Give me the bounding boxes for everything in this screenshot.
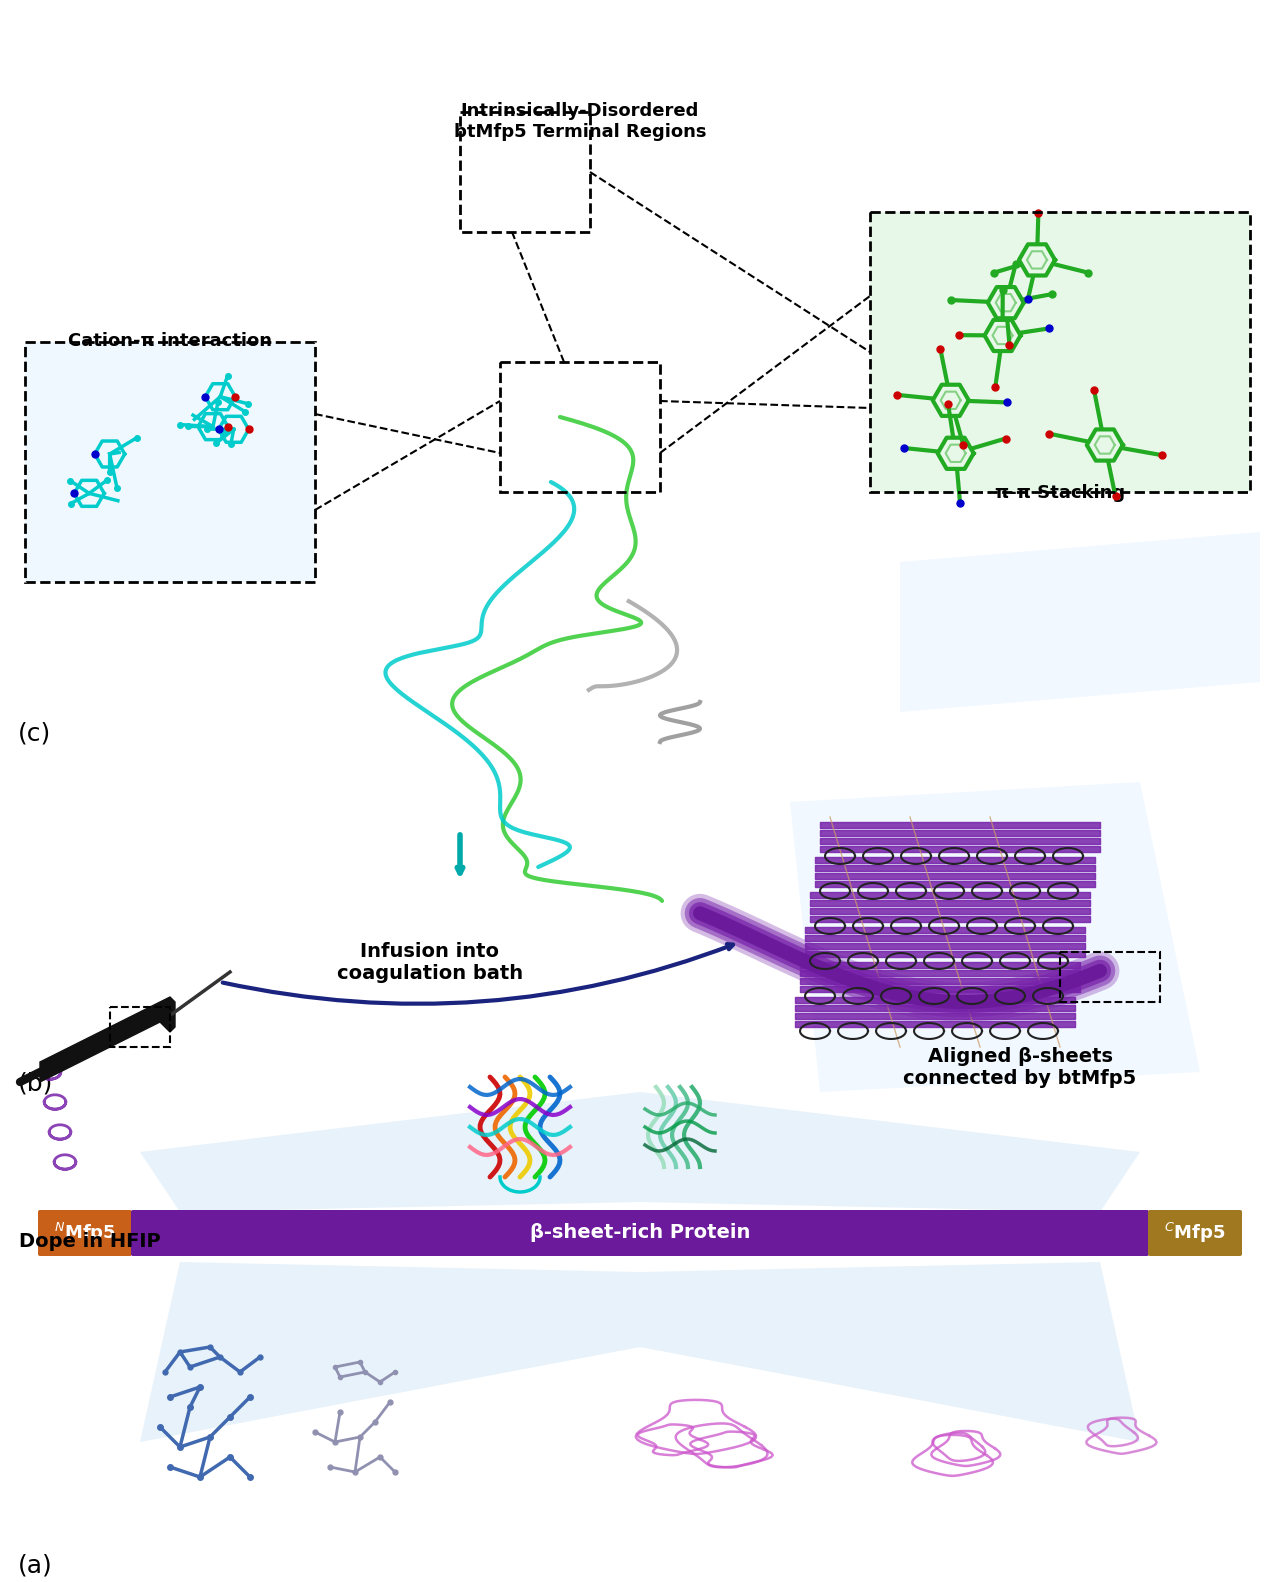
Polygon shape bbox=[900, 532, 1260, 712]
Bar bbox=[500, 362, 660, 492]
Polygon shape bbox=[140, 1092, 1140, 1212]
Polygon shape bbox=[790, 782, 1201, 1092]
Bar bbox=[110, 1008, 170, 1047]
Polygon shape bbox=[140, 1262, 1140, 1443]
Text: $^C$Mfp5: $^C$Mfp5 bbox=[1165, 1221, 1226, 1245]
Text: β-sheet-rich Protein: β-sheet-rich Protein bbox=[530, 1223, 750, 1242]
Text: (b): (b) bbox=[18, 1073, 54, 1096]
Text: (c): (c) bbox=[18, 721, 51, 747]
Bar bbox=[26, 342, 315, 582]
Bar bbox=[460, 112, 590, 233]
FancyBboxPatch shape bbox=[1148, 1210, 1242, 1256]
Text: Intrinsically-Disordered
btMfp5 Terminal Regions: Intrinsically-Disordered btMfp5 Terminal… bbox=[453, 101, 707, 141]
Text: Infusion into
coagulation bath: Infusion into coagulation bath bbox=[337, 941, 524, 982]
Polygon shape bbox=[40, 997, 175, 1082]
Text: Aligned β-sheets
connected by btMfp5: Aligned β-sheets connected by btMfp5 bbox=[904, 1047, 1137, 1088]
FancyBboxPatch shape bbox=[131, 1210, 1149, 1256]
Text: $^N$Mfp5: $^N$Mfp5 bbox=[54, 1221, 116, 1245]
Text: π-π Stacking: π-π Stacking bbox=[995, 484, 1125, 501]
FancyBboxPatch shape bbox=[38, 1210, 132, 1256]
Text: Dope in HFIP: Dope in HFIP bbox=[19, 1232, 161, 1251]
Text: (a): (a) bbox=[18, 1554, 52, 1577]
Bar bbox=[870, 212, 1251, 492]
Bar bbox=[26, 342, 315, 582]
Bar bbox=[870, 212, 1251, 492]
Text: Cation-π interaction: Cation-π interaction bbox=[68, 332, 273, 350]
Bar bbox=[1060, 952, 1160, 1001]
